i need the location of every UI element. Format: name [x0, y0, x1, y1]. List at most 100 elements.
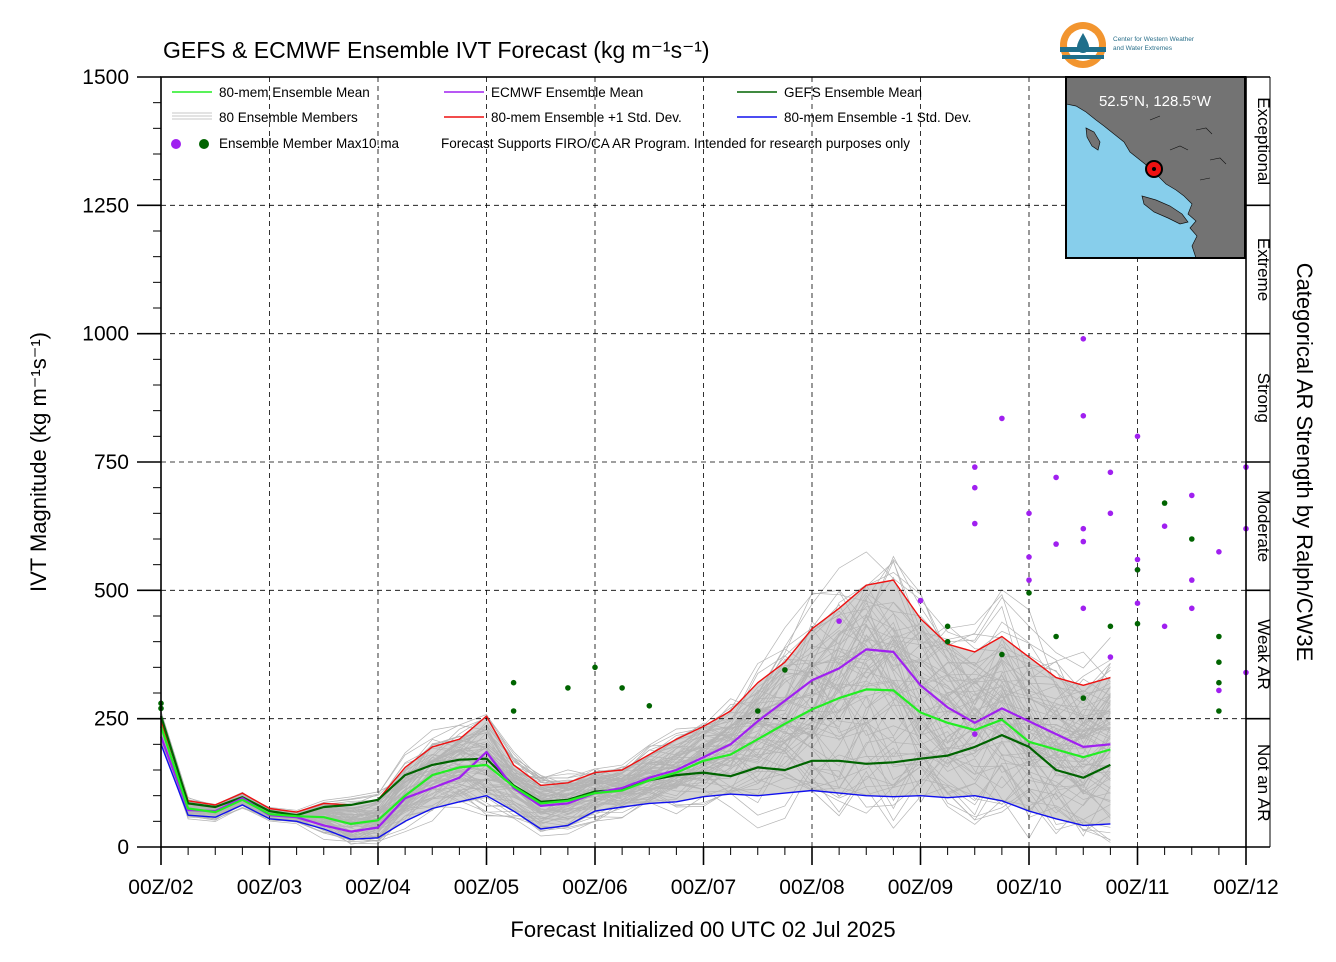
max-dot-ecmwf [1026, 510, 1032, 517]
ensemble-member-line [160, 604, 1111, 816]
x-tick-label: 00Z/04 [345, 876, 411, 899]
max-dot-gefs [592, 664, 598, 671]
map-island-north [1085, 127, 1101, 151]
max-dot-ecmwf [1053, 474, 1059, 481]
max-dot-ecmwf [999, 415, 1005, 422]
max-dot-gefs [1216, 633, 1222, 640]
legend-dot-gefs [199, 139, 209, 149]
category-label: Exceptional [1254, 97, 1273, 185]
y-tick-label: 750 [94, 451, 129, 474]
max-dot-ecmwf [1053, 541, 1059, 547]
max-dot-ecmwf [1107, 654, 1114, 660]
ensemble-member-line [160, 555, 1111, 813]
series-line-0 [159, 688, 1111, 826]
x-axis-label: Forecast Initialized 00 UTC 02 Jul 2025 [510, 917, 895, 942]
max-dot-gefs [755, 708, 761, 714]
x-tick-label: 00Z/06 [562, 876, 627, 899]
grid-lines [161, 77, 1246, 847]
max-dot-ecmwf [972, 520, 978, 527]
category-label: Strong [1254, 373, 1273, 423]
logo-text-line1: Center for Western Weather [1113, 36, 1195, 43]
category-label: Not an AR [1254, 744, 1273, 822]
logo-drop-icon [1077, 33, 1089, 53]
y-axis: 0 250 500 750 1000 1250 1500 [82, 66, 161, 859]
max-dot-ecmwf [1189, 492, 1195, 499]
right-category-axis: Not an AR Weak AR Moderate Strong Extreme Exc… [1246, 76, 1273, 848]
ensemble-member-line [160, 740, 1111, 842]
ensemble-member-line [160, 645, 1111, 819]
x-tick-label: 00Z/12 [1213, 876, 1278, 899]
legend-members: 80 Ensemble Members [219, 110, 358, 125]
x-tick-label: 00Z/11 [1106, 876, 1170, 899]
y-tick-label: 250 [94, 708, 129, 731]
max-dot-ecmwf [1080, 538, 1087, 545]
max-dot-gefs [999, 651, 1005, 658]
max-dot-gefs [565, 685, 571, 691]
legend: 80-mem Ensemble Mean ECMWF Ensemble Mean… [171, 85, 971, 151]
y-axis-label: IVT Magnitude (kg m⁻¹s⁻¹) [26, 332, 51, 592]
x-tick-label: 00Z/10 [996, 876, 1061, 899]
y-tick-label: 1000 [82, 323, 129, 346]
logo-wave-2 [1062, 55, 1104, 59]
max-dot-ecmwf [1026, 577, 1032, 583]
chart-title: GEFS & ECMWF Ensemble IVT Forecast (kg m… [163, 37, 710, 63]
max-dot-ecmwf [1080, 413, 1087, 419]
max-dot-ecmwf [1161, 623, 1168, 630]
max-dot-gefs [1107, 623, 1114, 630]
max-dot-gefs [1053, 633, 1059, 640]
legend-max-dots: Ensemble Member Max10.ma [219, 136, 400, 151]
category-label: Moderate [1254, 490, 1273, 562]
ensemble-member-line [160, 725, 1111, 834]
max-dot-ecmwf [972, 484, 978, 491]
ensemble-member-line [160, 681, 1111, 836]
max-dot-gefs [1080, 695, 1087, 701]
ensemble-member-line [160, 644, 1111, 820]
max-dot-gefs [782, 667, 788, 673]
max-dot-ecmwf [1216, 549, 1222, 555]
max-dot-gefs [510, 708, 517, 714]
max-dot-gefs [1134, 567, 1141, 573]
max-dot-gefs [1216, 708, 1222, 714]
right-axis-label: Categorical AR Strength by Ralph/CW3E [1292, 263, 1317, 662]
x-tick-label: 00Z/07 [671, 876, 736, 899]
legend-ensemble-mean: 80-mem Ensemble Mean [219, 85, 370, 100]
series-line-3 [160, 579, 1111, 813]
max-dot-gefs [1161, 500, 1168, 506]
ensemble-member-line [160, 734, 1111, 840]
max-dot-ecmwf [1189, 605, 1195, 612]
max-dot-ecmwf [1189, 577, 1195, 583]
member-max-dots [158, 336, 1249, 737]
max-dot-ecmwf [1134, 433, 1141, 440]
max-dot-ecmwf [1080, 336, 1087, 342]
std-dev-band [161, 580, 1111, 840]
y-tick-label: 0 [117, 836, 129, 859]
location-marker-center [1152, 167, 1156, 171]
max-dot-gefs [1216, 659, 1222, 665]
category-label: Extreme [1254, 238, 1273, 301]
y-tick-label: 1250 [82, 194, 129, 217]
max-dot-ecmwf [1161, 523, 1168, 529]
legend-ecmwf-mean: ECMWF Ensemble Mean [491, 85, 643, 100]
map-coast-lines [1149, 115, 1227, 181]
max-dot-gefs [1189, 536, 1195, 542]
x-tick-label: 00Z/09 [888, 876, 953, 899]
max-dot-ecmwf [1026, 554, 1032, 560]
legend-gefs-mean: GEFS Ensemble Mean [784, 85, 922, 100]
x-tick-label: 00Z/02 [128, 876, 193, 899]
legend-swatch-members [172, 112, 212, 120]
x-tick-label: 00Z/05 [454, 876, 519, 899]
x-axis: 00Z/02 00Z/03 00Z/04 00Z/05 00Z/06 00Z/07 00Z/… [128, 847, 1279, 899]
ensemble-member-line [160, 679, 1111, 837]
max-dot-ecmwf [1080, 605, 1087, 612]
max-dot-gefs [1134, 620, 1141, 627]
category-label: Weak AR [1254, 619, 1273, 690]
cw3e-logo: Center for Western Weather and Water Ext… [1060, 22, 1195, 68]
max-dot-ecmwf [972, 464, 978, 470]
inset-map: 52.5°N, 128.5°W [1065, 76, 1246, 259]
legend-disclaimer: Forecast Supports FIRO/CA AR Program. In… [441, 136, 910, 151]
ensemble-member-line [160, 614, 1111, 825]
series-lines [159, 579, 1111, 840]
max-dot-ecmwf [1080, 525, 1087, 532]
ensemble-member-line [160, 640, 1111, 823]
